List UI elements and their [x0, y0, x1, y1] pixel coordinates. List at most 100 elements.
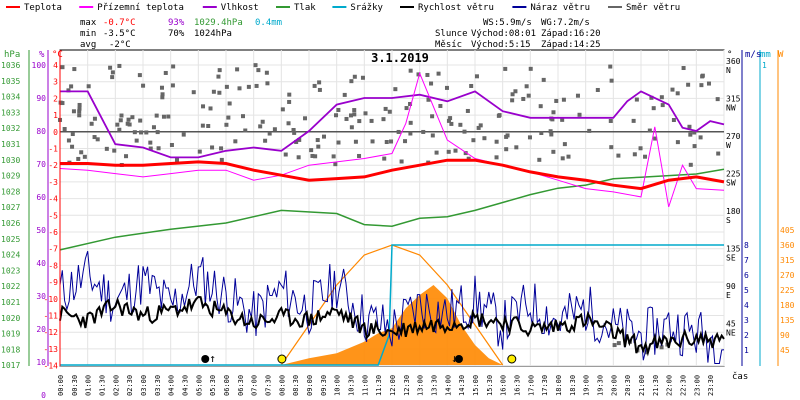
axis-unit-labels: hPa % °C ° m/s mm W čas	[4, 50, 784, 382]
wind-direction-point	[297, 137, 302, 142]
pct-tick-label: 60	[36, 193, 46, 202]
dir-tick-label: 315	[726, 95, 741, 104]
wind-direction-point	[381, 117, 386, 122]
time-tick-label: 07:30	[265, 375, 273, 396]
wind-direction-point	[313, 154, 318, 159]
wind-direction-point	[77, 109, 82, 114]
temp-tick-label: -11	[44, 312, 59, 321]
wind-direction-point	[95, 137, 100, 142]
legend-label: Vlhkost	[221, 3, 259, 13]
time-tick-label: 17:00	[527, 375, 535, 396]
wind-direction-point	[349, 125, 354, 130]
wind-direction-point	[609, 78, 614, 83]
wind-direction-point	[210, 145, 215, 150]
stats-avg-label: avg	[80, 40, 96, 50]
time-tick-label: 02:00	[112, 375, 120, 396]
time-tick-label: 17:30	[541, 375, 549, 396]
dir-tick-letter: NW	[726, 104, 736, 113]
humidity-line	[60, 90, 725, 159]
wind-direction-point	[160, 92, 165, 97]
dir-tick-letter: SE	[726, 254, 736, 263]
wind-direction-point	[77, 113, 82, 118]
time-tick-label: 16:00	[500, 375, 508, 396]
wind-direction-point	[169, 142, 174, 147]
wind-direction-point	[92, 135, 97, 140]
wind-direction-point	[462, 129, 467, 134]
dir-tick-label: 135	[726, 245, 741, 254]
wind-direction-point	[408, 101, 413, 106]
wind-direction-point	[201, 104, 206, 109]
axes-layer: 1036103510341033103210311030102910281027…	[1, 50, 795, 400]
time-tick-label: 02:30	[126, 375, 134, 396]
wind-direction-point	[155, 130, 160, 135]
wind-direction-point	[124, 154, 129, 159]
wind-direction-point	[174, 157, 179, 162]
wind-direction-point	[70, 132, 75, 137]
hpa-tick-label: 1030	[1, 156, 20, 165]
wind-direction-point	[595, 87, 600, 92]
time-tick-label: 10:30	[348, 375, 356, 396]
time-tick-label: 06:30	[237, 375, 245, 396]
wind-direction-point	[416, 72, 421, 77]
w-tick-label: 225	[780, 286, 795, 295]
wind-direction-point	[104, 146, 109, 151]
time-tick-label: 12:00	[389, 375, 397, 396]
temp-tick-label: -5	[48, 211, 58, 220]
time-tick-label: 00:30	[71, 375, 79, 396]
wind-direction-point	[260, 119, 265, 124]
wind-direction-point	[554, 98, 559, 103]
wind-direction-point	[638, 146, 643, 151]
legend-label: Teplota	[24, 3, 62, 13]
time-tick-label: 12:30	[403, 375, 411, 396]
hpa-tick-label: 1029	[1, 172, 20, 181]
wind-direction-point	[671, 118, 676, 123]
wind-direction-point	[112, 148, 117, 153]
wind-direction-point	[287, 99, 292, 104]
wind-direction-point	[291, 128, 296, 133]
legend: Teplota Přízemní teplota Vlhkost Tlak Srážky…	[6, 3, 680, 13]
wind-direction-point	[349, 79, 354, 84]
wind-direction-point	[612, 343, 617, 348]
time-tick-label: 15:00	[472, 375, 480, 396]
pct-tick-label: 10	[36, 358, 46, 367]
w-tick-label: 90	[780, 331, 790, 340]
wind-direction-point	[344, 116, 349, 121]
wind-direction-point	[476, 125, 481, 130]
legend-label: Přízemní teplota	[97, 3, 184, 13]
deg-unit-label: °	[727, 50, 732, 60]
time-tick-label: 18:30	[569, 375, 577, 396]
time-tick-label: 03:30	[154, 375, 162, 396]
hpa-tick-label: 1017	[1, 361, 20, 370]
wind-direction-point	[562, 142, 567, 147]
mm-unit-label: mm	[760, 50, 771, 60]
pct-tick-label: 90	[36, 94, 46, 103]
wind-direction-point	[438, 103, 443, 108]
wind-direction-point	[159, 85, 164, 90]
wind-direction-point	[138, 118, 143, 123]
wind-direction-point	[77, 106, 82, 111]
wind-direction-point	[310, 153, 315, 158]
pct-tick-label: 100	[32, 61, 47, 70]
wind-direction-point	[387, 109, 392, 114]
time-tick-label: 04:00	[168, 375, 176, 396]
wind-direction-point	[715, 97, 720, 102]
wind-direction-point	[72, 67, 77, 72]
stats-max-temp: -0.7°C	[103, 18, 136, 28]
wind-direction-point	[631, 118, 636, 123]
dir-tick-letter: N	[726, 66, 731, 75]
pct-tick-label: 40	[36, 259, 46, 268]
time-tick-label: 09:00	[306, 375, 314, 396]
temperature-line	[60, 158, 725, 191]
wind-direction-point	[649, 95, 654, 100]
dir-tick-label: 360	[726, 57, 741, 66]
wind-direction-point	[134, 138, 139, 143]
wind-direction-point	[148, 140, 153, 145]
wind-direction-point	[316, 144, 321, 149]
wind-direction-point	[171, 64, 176, 69]
info-sun-rise: Východ:08:01	[471, 29, 536, 39]
wind-direction-point	[548, 129, 553, 134]
wind-direction-point	[89, 121, 94, 126]
time-tick-label: 22:30	[680, 375, 688, 396]
wind-direction-point	[430, 114, 435, 119]
wind-direction-point	[226, 115, 231, 120]
